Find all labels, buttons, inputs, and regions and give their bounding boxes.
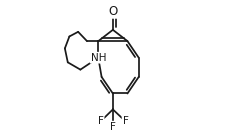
Text: O: O bbox=[108, 5, 118, 18]
Text: F: F bbox=[110, 122, 116, 132]
Text: F: F bbox=[98, 116, 104, 126]
Text: F: F bbox=[123, 116, 128, 126]
Text: NH: NH bbox=[91, 53, 106, 63]
